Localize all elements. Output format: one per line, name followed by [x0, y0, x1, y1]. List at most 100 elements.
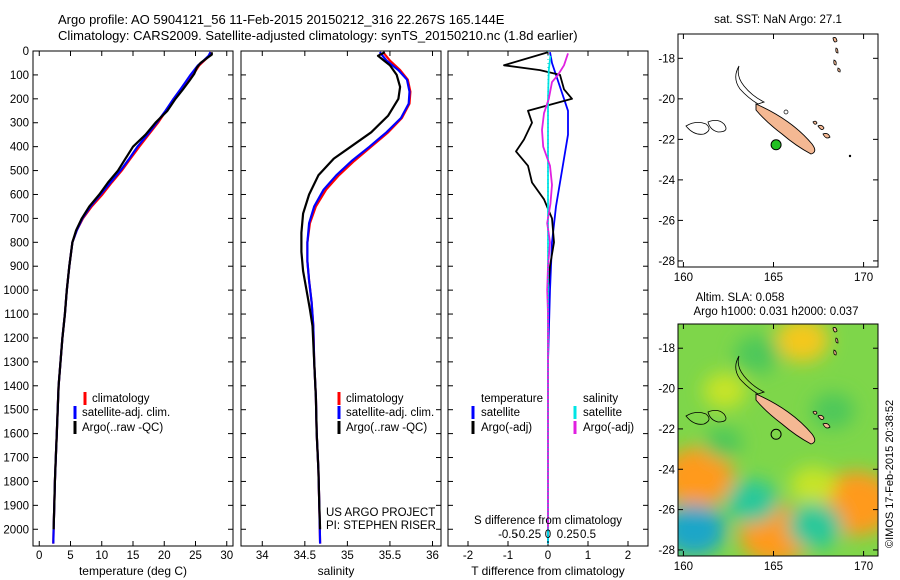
- sla-title-line2: Argo h1000: 0.031 h2000: 0.037: [694, 306, 859, 318]
- y-tick-label: 200: [10, 94, 29, 106]
- x-tick-label: 2: [625, 550, 631, 562]
- chart-title-line1: Argo profile: AO 5904121_56 11-Feb-2015 …: [58, 12, 505, 27]
- t-difference-xlabel: T difference from climatology: [471, 564, 625, 578]
- difference-legend: temperature salinity satellite Argo(-adj…: [471, 393, 634, 434]
- legend-argo: Argo(..raw -QC): [346, 422, 427, 434]
- map-x-tick-label: 170: [854, 561, 873, 573]
- sla-anomaly-blob: [678, 503, 726, 556]
- y-tick-label: 0: [23, 46, 29, 58]
- loyalty-islands: [812, 120, 831, 139]
- argo-position-marker: [770, 428, 782, 440]
- sla-anomaly-blob: [703, 372, 747, 409]
- y-tick-label: 1900: [3, 500, 29, 512]
- sst-map-title: sat. SST: NaN Argo: 27.1: [714, 14, 842, 26]
- salinity-legend: climatology satellite-adj. clim. Argo(..…: [326, 392, 436, 532]
- y-tick-label: 1400: [3, 381, 29, 393]
- map-y-tick-label: -18: [658, 53, 675, 65]
- argo-position-markers: [770, 139, 782, 440]
- y-tick-label: 1100: [4, 309, 29, 321]
- legend-climatology: climatology: [346, 393, 404, 405]
- map-y-tick-label: -20: [658, 384, 675, 396]
- temperature-xlabel: temperature (deg C): [79, 564, 187, 578]
- y-tick-label: 2000: [3, 524, 29, 536]
- map-x-tick-label: 160: [674, 561, 693, 573]
- y-tick-label: 1500: [3, 405, 29, 417]
- map-y-tick-label: -28: [658, 256, 675, 268]
- sla-anomaly-blobs: [678, 324, 878, 556]
- salinity-series: [300, 51, 412, 544]
- s-tick-label: -0.5: [498, 529, 518, 541]
- legend-s-satellite: satellite: [583, 407, 622, 419]
- sla-map-frame: [677, 323, 879, 557]
- sst-map-frame: [677, 33, 879, 268]
- temperature-legend: climatology satellite-adj. clim. Argo(..…: [73, 392, 170, 434]
- map-y-tick-label: -22: [658, 424, 675, 436]
- sla-anomaly-blob: [790, 466, 836, 505]
- sla-title-line1: Altim. SLA: 0.058: [696, 292, 785, 304]
- reef-outline-west: [685, 122, 710, 135]
- y-tick-label: 1600: [3, 429, 29, 441]
- sla-map-coast: [685, 327, 839, 445]
- x-tick-label: -1: [503, 550, 513, 562]
- x-tick-label: 35.5: [379, 550, 401, 562]
- legend-t-satellite: satellite: [481, 407, 520, 419]
- sla-anomaly-blob: [787, 502, 843, 549]
- x-tick-label: 1: [585, 550, 591, 562]
- map-y-tick-label: -26: [658, 215, 675, 227]
- map-x-tick-label: 165: [764, 272, 783, 284]
- legend-argo: Argo(..raw -QC): [82, 422, 163, 434]
- y-tick-label: 900: [10, 261, 29, 273]
- argo-position-marker: [770, 139, 782, 151]
- x-tick-label: 30: [220, 550, 233, 562]
- project-label: US ARGO PROJECT: [326, 507, 435, 519]
- vanuatu-islands: [832, 327, 839, 356]
- difference-series: [503, 51, 573, 544]
- new-caledonia: [755, 393, 816, 445]
- legend-satellite: satellite-adj. clim.: [346, 407, 434, 419]
- x-tick-label: -2: [463, 550, 473, 562]
- map-y-tick-label: -20: [658, 94, 675, 106]
- series-line-satellite-adj-clim-: [52, 51, 212, 544]
- loyalty-islands: [812, 410, 831, 429]
- legend-head-temperature: temperature: [481, 393, 543, 405]
- map-ticks: 160 165 170 -18 -20 -22 -24 -26 -28 160 165 170 -18 -…: [658, 34, 878, 573]
- y-tick-label: 700: [10, 213, 29, 225]
- sst-map-background: [678, 34, 878, 267]
- series-line-satellite-adj-clim-: [306, 51, 411, 544]
- y-tick-label: 300: [10, 118, 29, 130]
- map-y-tick-label: -24: [658, 464, 675, 476]
- legend-head-salinity: salinity: [583, 393, 618, 405]
- s-tick-label: -0.25: [515, 529, 541, 541]
- reef-outline-west2: [707, 410, 727, 423]
- x-tick-label: 36: [426, 550, 439, 562]
- x-tick-label: 0: [545, 550, 551, 562]
- series-line-t-argo-adj-: [503, 51, 573, 530]
- y-tick-label: 1700: [3, 453, 29, 465]
- y-tick-label: 1800: [3, 476, 29, 488]
- sst-map-coast: [685, 37, 852, 158]
- x-tick-label: 20: [158, 550, 171, 562]
- islet: [783, 109, 789, 115]
- chesterfield-reef: [735, 65, 766, 105]
- x-tick-label: 0: [36, 550, 42, 562]
- map-y-tick-label: -18: [658, 343, 675, 355]
- y-tick-label: 1000: [3, 285, 29, 297]
- map-x-tick-label: 165: [764, 561, 783, 573]
- s-tick-label: 0.25: [557, 529, 579, 541]
- salinity-plot-frame: [240, 50, 442, 547]
- y-tick-label: 800: [10, 237, 29, 249]
- sla-anomaly-blob: [734, 335, 781, 374]
- y-tick-label: 600: [10, 189, 29, 201]
- y-tick-label: 1300: [3, 357, 29, 369]
- reef-outline-west: [685, 412, 710, 425]
- map-x-tick-label: 160: [674, 272, 693, 284]
- y-tick-label: 1200: [3, 333, 29, 345]
- series-line-t-satellite: [547, 52, 569, 544]
- sla-anomaly-blob: [678, 447, 734, 508]
- map-y-tick-label: -22: [658, 134, 675, 146]
- y-tick-label: 500: [10, 166, 29, 178]
- s-difference-label: S difference from climatology: [474, 515, 622, 527]
- x-tick-label: 5: [67, 550, 73, 562]
- pi-label: PI: STEPHEN RISER: [326, 520, 436, 532]
